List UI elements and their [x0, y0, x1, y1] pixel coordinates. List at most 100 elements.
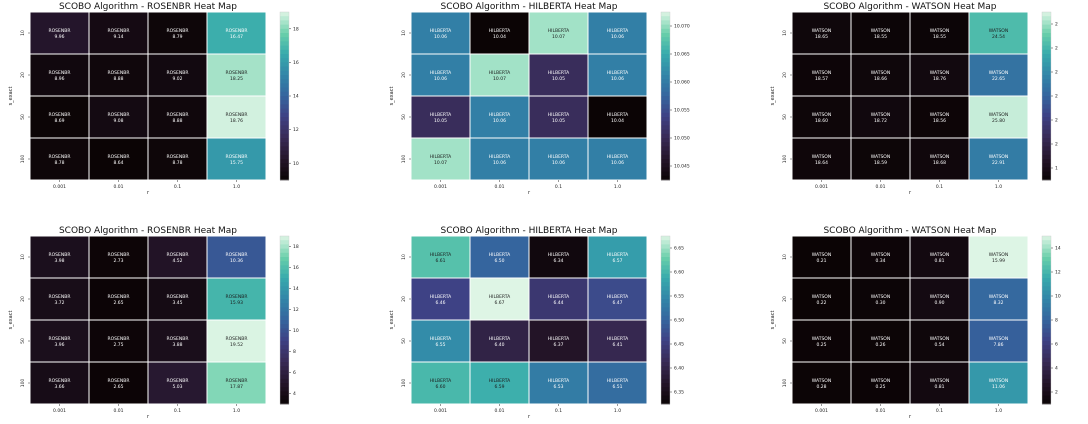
chart-1-colorbar-segment [280, 117, 289, 122]
chart-6-colorbar-segment [1042, 383, 1051, 388]
chart-3-colorbar-segment [1042, 154, 1051, 160]
chart-6-cell-value: 15.99 [992, 258, 1005, 264]
chart-6-colorbar-segment [1042, 315, 1051, 321]
chart-2-y-tick-label: 10 [401, 30, 407, 36]
chart-2-cell-value: 10.06 [611, 34, 624, 40]
chart-2-cell-label: HILBERTA [548, 70, 570, 76]
chart-6-y-axis-label: s_exact [770, 311, 776, 330]
chart-1-cell-label: ROSENBR [226, 70, 248, 76]
chart-3-cell-value: 18.56 [933, 118, 946, 124]
chart-6-colorbar-segment [1042, 286, 1051, 291]
chart-2-cell-label: HILBERTA [489, 154, 511, 160]
chart-4-colorbar-frame [279, 235, 290, 405]
chart-1-colorbar-segment [280, 171, 289, 177]
chart-2-colorbar-segment [661, 175, 670, 181]
chart-1-colorbar-tick-label: 10 [293, 161, 299, 167]
chart-5-cell-value: 6.61 [435, 258, 445, 264]
chart-1-cell-label: ROSENBR [49, 154, 71, 160]
chart-2-y-tick-label: 100 [401, 155, 407, 164]
chart-2-colorbar-segment [661, 20, 670, 25]
chart-4-cell-value: 15.93 [230, 300, 243, 306]
chart-2-cell-label: HILBERTA [489, 112, 511, 118]
chart-1-x-tick-label: 1.0 [233, 184, 240, 190]
chart-5-cell [469, 235, 530, 279]
chart-1-x-tick-label: 0.01 [113, 184, 123, 190]
chart-6-colorbar-tick-label: 2 [1055, 390, 1058, 396]
chart-6-colorbar-segment [1042, 387, 1051, 392]
chart-6-cell [791, 319, 852, 363]
chart-6-colorbar-segment [1042, 370, 1051, 375]
chart-2-colorbar-segment [661, 154, 670, 160]
chart-3-colorbar-segment [1042, 45, 1051, 51]
chart-5-colorbar-segment [661, 248, 670, 254]
chart-1-colorbar-segment [280, 24, 289, 30]
chart-4-colorbar-segment [280, 370, 289, 375]
chart-3-cell-value: 18.57 [815, 76, 828, 82]
chart-6-cell-label: WATSON [930, 378, 949, 384]
chart-3-cell [909, 11, 970, 55]
chart-2-cell-label: HILBERTA [548, 154, 570, 160]
chart-3-colorbar-segment [1042, 41, 1051, 46]
chart-1-y-tick-label: 50 [20, 114, 26, 120]
chart-5-cell-value: 6.67 [494, 300, 504, 306]
chart-3-colorbar-segment [1042, 12, 1051, 17]
chart-2-colorbar-tick-label: 10.055 [674, 108, 690, 114]
chart-4-y-tick-label: 10 [20, 254, 26, 260]
chart-2-colorbar-segment [661, 133, 670, 139]
chart-4-cell-label: ROSENBR [226, 294, 248, 300]
chart-4-cell [29, 277, 90, 321]
chart-3-cell-label: WATSON [871, 112, 890, 118]
chart-4-cell [147, 277, 208, 321]
chart-2-cell-value: 10.06 [552, 160, 565, 166]
chart-6-colorbar-segment [1042, 362, 1051, 367]
chart-4-cell [206, 319, 267, 363]
chart-3-cell-label: WATSON [812, 154, 831, 160]
chart-6-x-tick-label: 0.001 [815, 408, 828, 414]
chart-5-colorbar-segment [661, 328, 670, 333]
chart-5-y-tick-label: 50 [401, 338, 407, 344]
chart-4-colorbar-segment [280, 299, 289, 304]
chart-4-cell [29, 319, 90, 363]
chart-6-colorbar-segment [1042, 244, 1051, 249]
chart-2-colorbar-segment [661, 12, 670, 17]
chart-2-colorbar-segment [661, 41, 670, 46]
chart-4-colorbar-segment [280, 248, 289, 254]
chart-2-colorbar-tick-label: 10.065 [674, 52, 690, 58]
chart-1-cell-label: ROSENBR [49, 28, 71, 34]
chart-3-colorbar-tick-label: 2 [1055, 94, 1058, 100]
chart-5-colorbar-segment [661, 244, 670, 249]
chart-5-colorbar-segment [661, 282, 670, 287]
chart-2-colorbar-segment [661, 58, 670, 63]
chart-4-cell [147, 235, 208, 279]
chart-6-cell-value: 0.21 [816, 258, 826, 264]
chart-4-cell-label: ROSENBR [108, 252, 130, 258]
chart-4-cell [206, 361, 267, 405]
chart-6-cell-label: WATSON [871, 336, 890, 342]
chart-2-colorbar-segment [661, 117, 670, 122]
chart-1-cell [147, 11, 208, 55]
chart-4-cell-value: 3.98 [54, 258, 64, 264]
chart-6-x-axis-label: r [909, 414, 912, 420]
chart-1-y-tick-label: 100 [20, 155, 26, 164]
chart-1-colorbar-segment [280, 70, 289, 76]
chart-2-colorbar-segment [661, 150, 670, 156]
chart-2-cell-label: HILBERTA [489, 28, 511, 34]
chart-6-colorbar-segment [1042, 374, 1051, 380]
chart-3-cell [968, 53, 1029, 97]
chart-3-colorbar-segment [1042, 70, 1051, 76]
chart-6-x-tick-label: 1.0 [995, 408, 1002, 414]
chart-5-cell [528, 319, 589, 363]
chart-6-colorbar-segment [1042, 265, 1051, 270]
chart-4-cell-value: 3.96 [54, 342, 64, 348]
chart-6-title: SCOBO Algorithm - WATSON Heat Map [823, 226, 996, 236]
chart-5-cell [587, 235, 648, 279]
chart-5-cell-value: 6.46 [435, 300, 445, 306]
chart-1-colorbar-segment [280, 167, 289, 172]
chart-2-cell-value: 10.07 [493, 76, 506, 82]
chart-3-cell-label: WATSON [930, 154, 949, 160]
chart-3-cell-value: 18.65 [815, 34, 828, 40]
chart-5-cell [587, 319, 648, 363]
chart-4-cell-label: ROSENBR [226, 252, 248, 258]
chart-4-colorbar-segment [280, 236, 289, 241]
chart-6-colorbar-segment [1042, 349, 1051, 354]
